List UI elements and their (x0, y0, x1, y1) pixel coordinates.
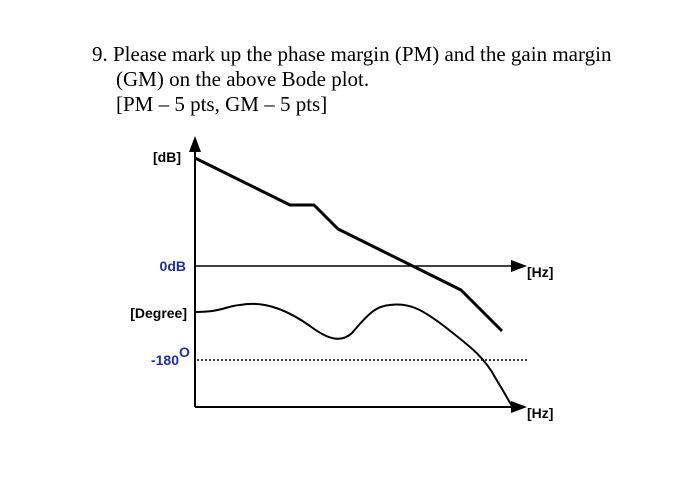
degree-superscript: O (179, 344, 190, 360)
zero-db-axis-arrowhead (511, 260, 527, 272)
question-text: 9. Please mark up the phase margin (PM) … (92, 42, 652, 117)
question-number: 9. (92, 42, 108, 66)
question-points: [PM – 5 pts, GM – 5 pts] (116, 92, 328, 116)
zero-db-label: 0dB (160, 258, 186, 274)
question-prompt: Please mark up the phase margin (PM) and… (113, 42, 612, 66)
phase-curve (194, 302, 514, 409)
minus-180-number: -180 (151, 352, 179, 368)
top-frequency-unit-label: [Hz] (527, 264, 553, 280)
magnitude-curve (194, 156, 504, 333)
bottom-frequency-unit-label: [Hz] (527, 405, 553, 421)
minus-180-label: -180 (151, 352, 179, 368)
magnitude-unit-label: [dB] (153, 149, 181, 165)
question-line-2: (GM) on the above Bode plot. (116, 67, 370, 91)
question-line-1: 9. Please mark up the phase margin (PM) … (92, 42, 652, 67)
phase-unit-label: [Degree] (130, 305, 187, 321)
bottom-axis-arrowhead (511, 401, 527, 413)
vertical-axis-arrowhead (189, 136, 201, 152)
